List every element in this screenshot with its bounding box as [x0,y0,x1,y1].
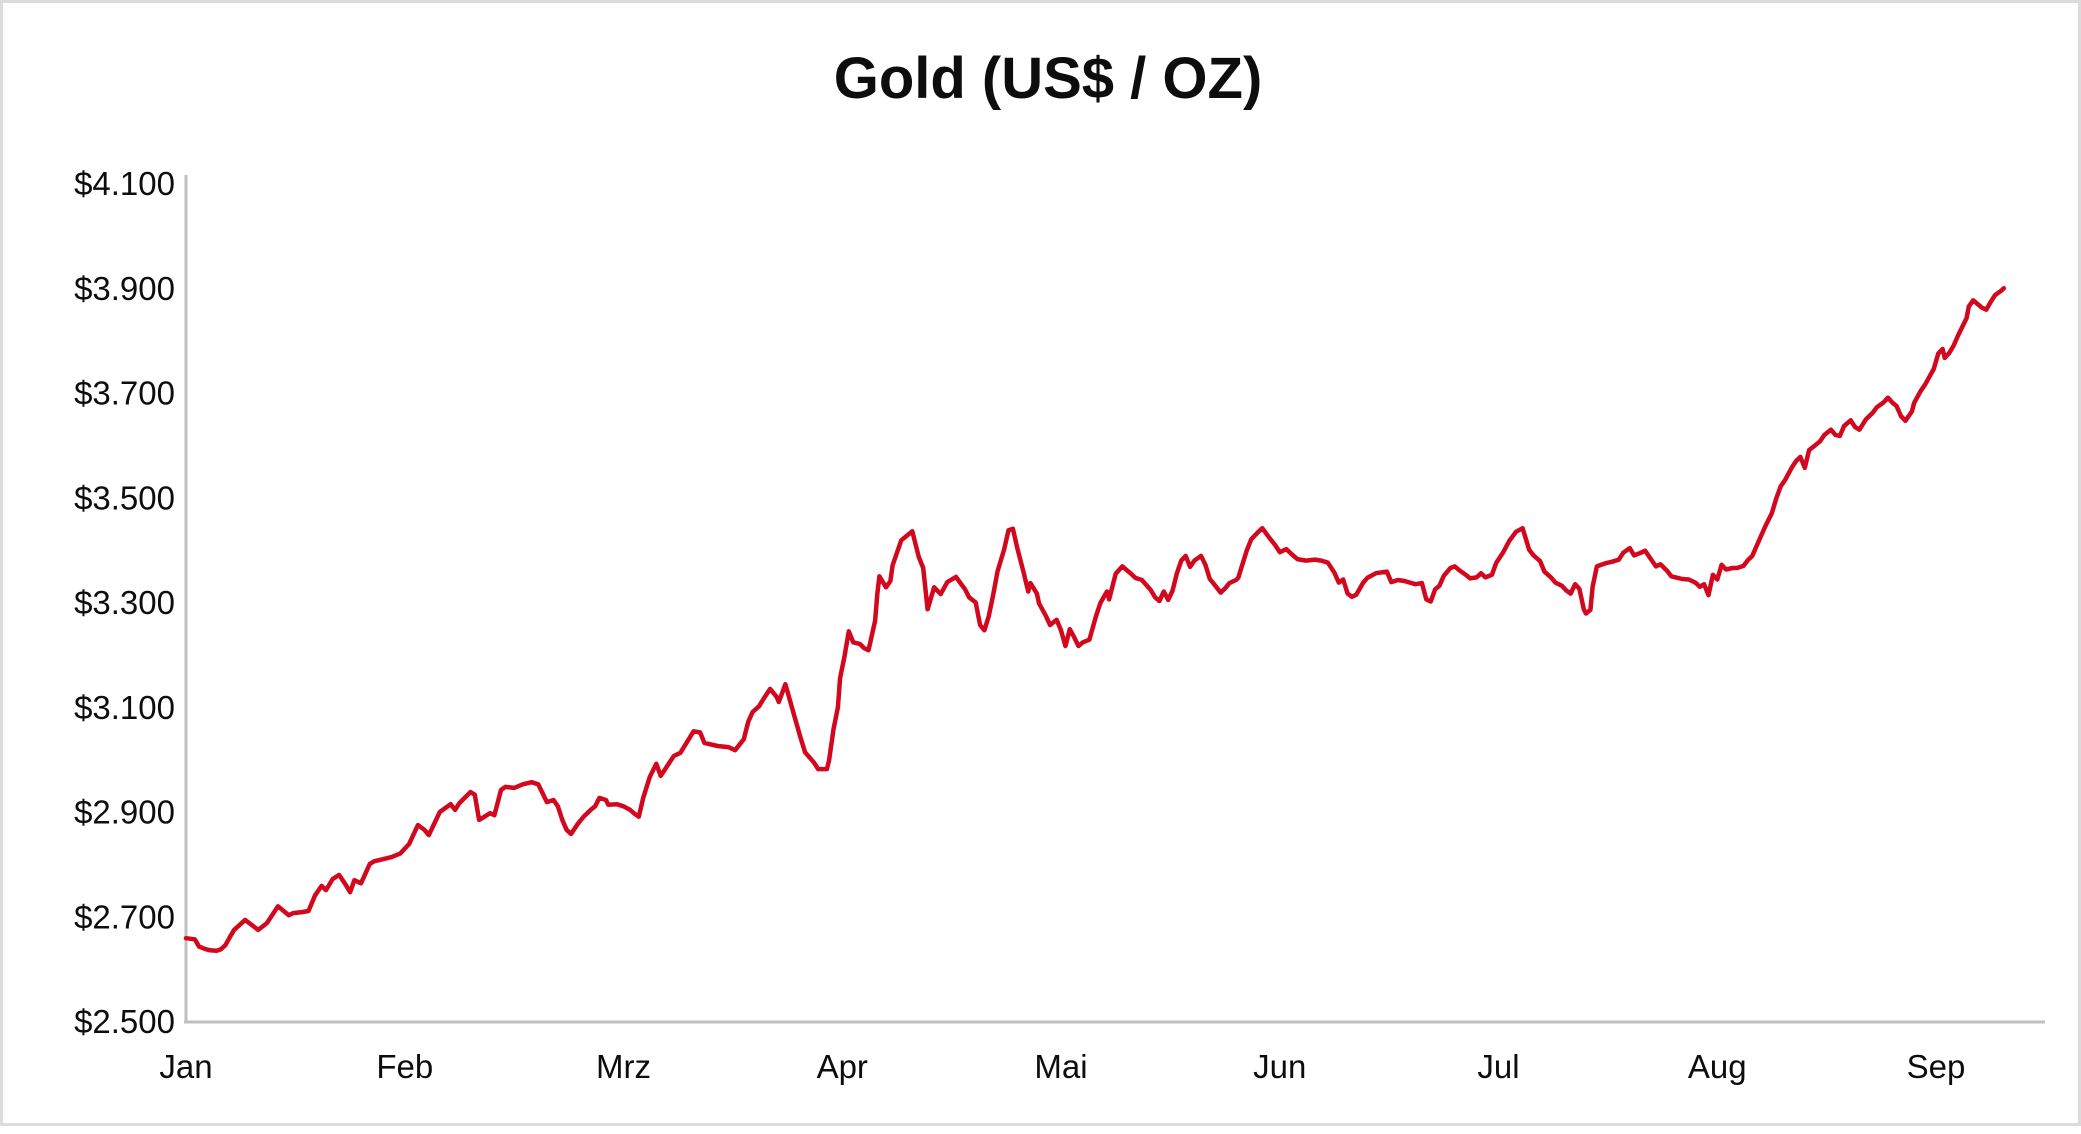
y-axis-tick-labels: $2.500 $2.700 $2.900 $3.100 $3.300 $3.500 $3.7… [74,165,175,1040]
y-axis-tick-label: $3.700 [74,375,175,412]
y-axis-tick-label: $2.900 [74,794,175,831]
y-axis-tick-label: $3.300 [74,584,175,621]
axes [184,175,2045,1024]
y-axis-tick-label: $3.900 [74,270,175,307]
gold-price-line [183,286,2007,954]
x-axis-tick-label: Jan [159,1048,212,1085]
x-axis-tick-label: Jul [1477,1048,1519,1085]
chart-title: Gold (US$ / OZ) [834,46,1263,111]
x-axis-tick-label: Mai [1034,1048,1087,1085]
x-axis-tick-label: Feb [376,1048,433,1085]
gold-price-line-chart: Gold (US$ / OZ) $2.500 $2.700 $2.900 $3.100… [74,46,2045,1085]
x-axis-tick-label: Apr [817,1048,868,1085]
x-axis-tick-label: Aug [1688,1048,1747,1085]
y-axis-tick-label: $3.500 [74,479,175,516]
x-axis-tick-label: Mrz [596,1048,651,1085]
x-axis-tick-label: Sep [1907,1048,1966,1085]
x-axis-tick-label: Jun [1253,1048,1306,1085]
y-axis-tick-label: $2.700 [74,898,175,935]
y-axis-tick-label: $3.100 [74,689,175,726]
y-axis-tick-label: $4.100 [74,165,175,202]
price-line-series [183,286,2007,954]
y-axis-tick-label: $2.500 [74,1003,175,1040]
x-axis-tick-labels: Jan Feb Mrz Apr Mai Jun Jul Aug Sep [159,1048,1965,1085]
